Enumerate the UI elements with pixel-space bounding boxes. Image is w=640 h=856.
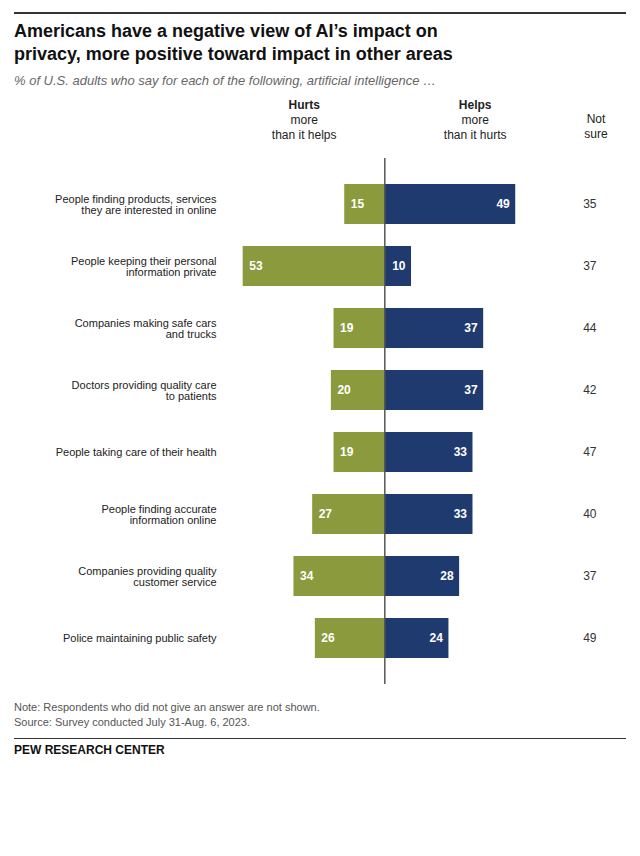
svg-text:44: 44: [583, 321, 597, 335]
svg-text:49: 49: [583, 631, 597, 645]
svg-text:37: 37: [464, 321, 478, 335]
svg-text:Companies making safe carsand: Companies making safe carsand trucks: [75, 317, 217, 340]
html-text:more: more: [461, 113, 489, 127]
svg-text:27: 27: [319, 507, 333, 521]
html-text:Hurts: Hurts: [288, 98, 320, 112]
svg-text:Doctors providing quality care: Doctors providing quality careto patient…: [72, 379, 217, 402]
svg-text:49: 49: [496, 197, 510, 211]
svg-text:Police maintaining public safe: Police maintaining public safety: [63, 632, 217, 644]
html-text:% of U.S. adults who say for e: % of U.S. adults who say for each of the…: [14, 73, 436, 88]
svg-text:47: 47: [583, 445, 597, 459]
svg-text:19: 19: [340, 445, 354, 459]
svg-text:26: 26: [321, 631, 335, 645]
svg-text:35: 35: [583, 197, 597, 211]
svg-text:People keeping their personali: People keeping their personalinformation…: [71, 255, 217, 278]
svg-text:37: 37: [583, 569, 597, 583]
svg-text:People taking care of their he: People taking care of their health: [56, 446, 217, 458]
html-text:Note: Respondents who did not: Note: Respondents who did not give an an…: [14, 701, 320, 728]
html-text:Helps: Helps: [458, 98, 492, 112]
svg-text:53: 53: [249, 259, 263, 273]
svg-text:40: 40: [583, 507, 597, 521]
svg-text:15: 15: [351, 197, 365, 211]
svg-text:28: 28: [440, 569, 454, 583]
svg-text:Companies providing qualitycus: Companies providing qualitycustomer serv…: [78, 565, 217, 588]
html-text:more: more: [290, 113, 318, 127]
svg-text:37: 37: [583, 259, 597, 273]
svg-text:33: 33: [454, 507, 468, 521]
svg-text:20: 20: [337, 383, 351, 397]
html-text:than it hurts: than it hurts: [443, 128, 507, 142]
svg-text:10: 10: [392, 259, 406, 273]
svg-text:People finding products, servi: People finding products, servicesthey ar…: [55, 193, 217, 216]
html-text:Not: Not: [586, 112, 606, 126]
svg-text:33: 33: [454, 445, 468, 459]
html-text:Americans have a negative view: Americans have a negative view of AI’s i…: [14, 21, 453, 64]
svg-text:People finding accurateinforma: People finding accurateinformation onlin…: [102, 503, 217, 526]
html-text:PEW RESEARCH CENTER: PEW RESEARCH CENTER: [14, 742, 165, 757]
svg-text:37: 37: [464, 383, 478, 397]
svg-text:34: 34: [300, 569, 314, 583]
svg-text:19: 19: [340, 321, 354, 335]
html-text:than it helps: than it helps: [271, 128, 337, 142]
svg-text:42: 42: [583, 383, 597, 397]
html-text:sure: sure: [584, 127, 608, 141]
svg-text:24: 24: [430, 631, 444, 645]
